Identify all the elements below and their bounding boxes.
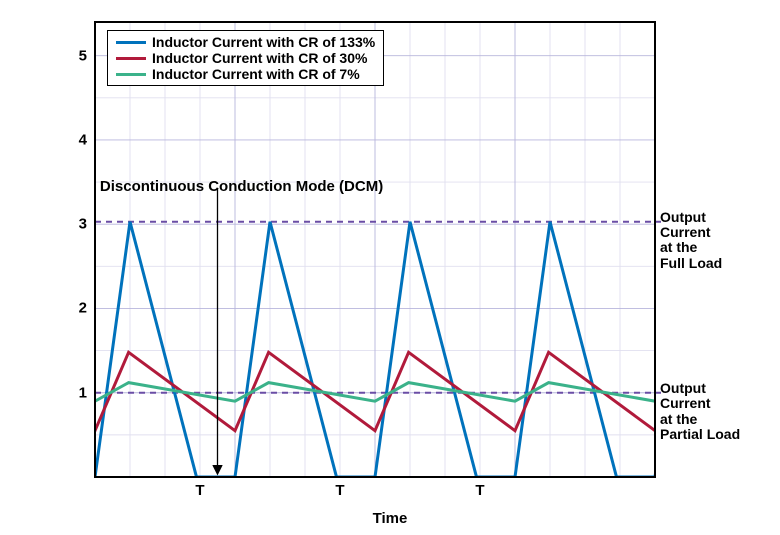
legend: Inductor Current with CR of 133% Inducto… xyxy=(107,30,384,86)
y-tick-3: 3 xyxy=(79,216,87,233)
legend-label-cr133: Inductor Current with CR of 133% xyxy=(152,34,375,50)
y-tick-5: 5 xyxy=(79,47,87,64)
side-label-full-l2: Current xyxy=(660,224,711,240)
y-tick-2: 2 xyxy=(79,300,87,317)
side-label-full-l1: Output xyxy=(660,209,706,225)
x-tick-0: T xyxy=(195,482,204,499)
side-label-partial-l4: Partial Load xyxy=(660,426,740,442)
x-tick-1: T xyxy=(335,482,344,499)
side-label-full-l4: Full Load xyxy=(660,255,722,271)
legend-label-cr7: Inductor Current with CR of 7% xyxy=(152,66,360,82)
legend-item-cr30: Inductor Current with CR of 30% xyxy=(116,50,375,66)
figure-root: Current (A) Time Discontinuous Conductio… xyxy=(0,0,780,535)
side-label-partial-l1: Output xyxy=(660,380,706,396)
y-tick-4: 4 xyxy=(79,131,87,148)
side-label-partial-load: Output Current at the Partial Load xyxy=(660,381,772,443)
reference-lines xyxy=(95,222,661,393)
legend-item-cr7: Inductor Current with CR of 7% xyxy=(116,66,375,82)
y-tick-1: 1 xyxy=(79,384,87,401)
legend-swatch-cr7 xyxy=(116,73,146,76)
legend-swatch-cr133 xyxy=(116,41,146,44)
legend-label-cr30: Inductor Current with CR of 30% xyxy=(152,50,367,66)
x-axis-title: Time xyxy=(373,510,408,527)
side-label-partial-l3: at the xyxy=(660,411,697,427)
legend-item-cr133: Inductor Current with CR of 133% xyxy=(116,34,375,50)
plot-svg xyxy=(95,22,655,477)
plot-area xyxy=(95,22,655,477)
side-label-full-l3: at the xyxy=(660,239,697,255)
side-label-partial-l2: Current xyxy=(660,395,711,411)
side-label-full-load: Output Current at the Full Load xyxy=(660,210,772,272)
x-tick-2: T xyxy=(475,482,484,499)
annotation-dcm-label: Discontinuous Conduction Mode (DCM) xyxy=(100,178,383,195)
legend-swatch-cr30 xyxy=(116,57,146,60)
